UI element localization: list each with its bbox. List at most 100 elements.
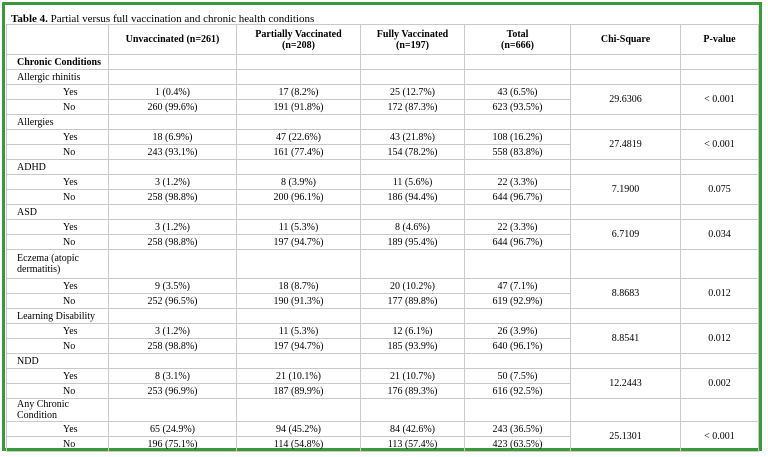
partially-vaccinated-cell: 197 (94.7%)	[236, 234, 361, 250]
total-cell: 423 (63.5%)	[464, 436, 571, 452]
total-cell: 43 (6.5%)	[464, 84, 571, 100]
header-full-line1: Fully Vaccinated	[376, 28, 449, 40]
condition-row: NDD	[6, 353, 759, 369]
caption-text: Partial versus full vaccination and chro…	[47, 13, 315, 25]
condition-name: Any Chronic Condition	[6, 398, 109, 422]
fully-vaccinated-cell: 176 (89.3%)	[360, 383, 465, 399]
fully-vaccinated-cell: 186 (94.4%)	[360, 189, 465, 205]
chi-square-cell: 6.7109	[570, 219, 681, 250]
header-unvaccinated: Unvaccinated (n=261)	[108, 24, 237, 55]
section-label: Chronic Conditions	[6, 54, 109, 70]
fully-vaccinated-cell: 12 (6.1%)	[360, 323, 465, 339]
total-cell: 26 (3.9%)	[464, 323, 571, 339]
total-cell: 47 (7.1%)	[464, 278, 571, 294]
level-label: Yes	[6, 174, 109, 190]
chi-square-cell: 27.4819	[570, 129, 681, 160]
p-value-cell: 0.002	[680, 368, 759, 399]
unvaccinated-cell: 258 (98.8%)	[108, 338, 237, 354]
total-cell: 644 (96.7%)	[464, 189, 571, 205]
partially-vaccinated-cell: 161 (77.4%)	[236, 144, 361, 160]
condition-row: Allergic rhinitis	[6, 69, 759, 85]
yes-row: Yes 65 (24.9%) 94 (45.2%) 84 (42.6%) 243 (36…	[6, 421, 759, 452]
fully-vaccinated-cell: 11 (5.6%)	[360, 174, 465, 190]
condition-row: Eczema (atopic dermatitis)	[6, 249, 759, 279]
total-cell: 558 (83.8%)	[464, 144, 571, 160]
level-label: No	[6, 293, 109, 309]
total-cell: 22 (3.3%)	[464, 174, 571, 190]
unvaccinated-cell: 3 (1.2%)	[108, 219, 237, 235]
header-total-line1: Total	[506, 28, 529, 40]
fully-vaccinated-cell: 189 (95.4%)	[360, 234, 465, 250]
chi-square-cell: 8.8683	[570, 278, 681, 309]
no-row: No 196 (75.1%) 114 (54.8%) 113 (57.4%) 423 (…	[6, 436, 759, 452]
partially-vaccinated-cell: 94 (45.2%)	[236, 421, 361, 437]
p-value-cell: < 0.001	[680, 84, 759, 115]
fully-vaccinated-cell: 154 (78.2%)	[360, 144, 465, 160]
chi-square-cell: 8.8541	[570, 323, 681, 354]
partially-vaccinated-cell: 190 (91.3%)	[236, 293, 361, 309]
fully-vaccinated-cell: 25 (12.7%)	[360, 84, 465, 100]
no-row: No 253 (96.9%) 187 (89.9%) 176 (89.3%) 616 (…	[6, 383, 759, 399]
total-cell: 243 (36.5%)	[464, 421, 571, 437]
total-cell: 22 (3.3%)	[464, 219, 571, 235]
no-row: No 243 (93.1%) 161 (77.4%) 154 (78.2%) 558 (…	[6, 144, 759, 160]
level-label: Yes	[6, 421, 109, 437]
unvaccinated-cell: 196 (75.1%)	[108, 436, 237, 452]
fully-vaccinated-cell: 84 (42.6%)	[360, 421, 465, 437]
level-label: No	[6, 144, 109, 160]
level-label: No	[6, 234, 109, 250]
level-label: Yes	[6, 368, 109, 384]
total-cell: 108 (16.2%)	[464, 129, 571, 145]
unvaccinated-cell: 243 (93.1%)	[108, 144, 237, 160]
unvaccinated-cell: 1 (0.4%)	[108, 84, 237, 100]
yes-row: Yes 3 (1.2%) 11 (5.3%) 12 (6.1%) 26 (3.9%) 8.…	[6, 323, 759, 354]
condition-name: ADHD	[6, 159, 109, 175]
header-p-value: P-value	[680, 24, 759, 55]
fully-vaccinated-cell: 172 (87.3%)	[360, 99, 465, 115]
header-total-line2: (n=666)	[501, 39, 534, 51]
level-label: No	[6, 99, 109, 115]
unvaccinated-cell: 253 (96.9%)	[108, 383, 237, 399]
fully-vaccinated-cell: 113 (57.4%)	[360, 436, 465, 452]
condition-name-line1: Eczema (atopic	[17, 253, 79, 264]
p-value-cell: < 0.001	[680, 129, 759, 160]
condition-row: ASD	[6, 204, 759, 220]
condition-row: ADHD	[6, 159, 759, 175]
level-label: No	[6, 436, 109, 452]
unvaccinated-cell: 65 (24.9%)	[108, 421, 237, 437]
fully-vaccinated-cell: 43 (21.8%)	[360, 129, 465, 145]
header-full-line2: (n=197)	[396, 39, 429, 51]
header-fully-vaccinated: Fully Vaccinated (n=197)	[360, 24, 465, 55]
p-value-cell: 0.034	[680, 219, 759, 250]
unvaccinated-cell: 8 (3.1%)	[108, 368, 237, 384]
level-label: Yes	[6, 219, 109, 235]
yes-row: Yes 3 (1.2%) 11 (5.3%) 8 (4.6%) 22 (3.3%) 6.7…	[6, 219, 759, 250]
unvaccinated-cell: 3 (1.2%)	[108, 174, 237, 190]
header-partial-line1: Partially Vaccinated	[255, 28, 342, 40]
header-total: Total (n=666)	[464, 24, 571, 55]
fully-vaccinated-cell: 21 (10.7%)	[360, 368, 465, 384]
yes-row: Yes 3 (1.2%) 8 (3.9%) 11 (5.6%) 22 (3.3%) 7.1…	[6, 174, 759, 205]
fully-vaccinated-cell: 20 (10.2%)	[360, 278, 465, 294]
condition-name: Eczema (atopic dermatitis)	[6, 249, 109, 279]
condition-name: Learning Disability	[6, 308, 109, 324]
unvaccinated-cell: 9 (3.5%)	[108, 278, 237, 294]
condition-name: NDD	[6, 353, 109, 369]
condition-row: Allergies	[6, 114, 759, 130]
yes-row: Yes 8 (3.1%) 21 (10.1%) 21 (10.7%) 50 (7.5%)…	[6, 368, 759, 399]
partially-vaccinated-cell: 114 (54.8%)	[236, 436, 361, 452]
header-condition	[6, 24, 109, 55]
level-label: Yes	[6, 323, 109, 339]
header-chi-square: Chi-Square	[570, 24, 681, 55]
condition-name-line2: dermatitis)	[17, 264, 61, 275]
condition-row: Learning Disability	[6, 308, 759, 324]
condition-name: Allergic rhinitis	[6, 69, 109, 85]
p-value-cell: < 0.001	[680, 421, 759, 452]
total-cell: 644 (96.7%)	[464, 234, 571, 250]
unvaccinated-cell: 258 (98.8%)	[108, 189, 237, 205]
no-row: No 258 (98.8%) 197 (94.7%) 185 (93.9%) 640 (…	[6, 338, 759, 354]
unvaccinated-cell: 252 (96.5%)	[108, 293, 237, 309]
level-label: Yes	[6, 278, 109, 294]
partially-vaccinated-cell: 11 (5.3%)	[236, 323, 361, 339]
level-label: No	[6, 189, 109, 205]
